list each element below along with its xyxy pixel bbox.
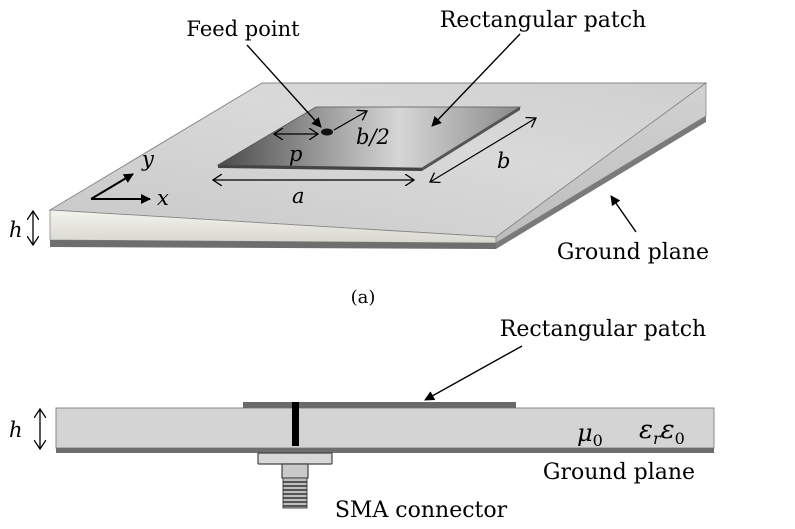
dim-p-label: p xyxy=(289,142,302,166)
epsilon-label: εrε0 xyxy=(639,415,685,448)
ground-label-b: Ground plane xyxy=(543,460,695,485)
height-label-b: h xyxy=(9,418,23,442)
feed-pin xyxy=(292,402,299,446)
sma-flange xyxy=(257,452,333,465)
dim-a-label: a xyxy=(292,184,305,208)
patch-label-a: Rectangular patch xyxy=(440,8,646,33)
dim-b-label: b xyxy=(497,149,510,173)
figure-b: Rectangular patch h μ0 εrε0 Ground xyxy=(9,317,715,523)
axis-y-arrow xyxy=(90,173,134,200)
feed-point-dot xyxy=(321,128,333,136)
sma-connector-label: SMA connector xyxy=(335,498,508,523)
feed-point-arrow xyxy=(246,44,322,128)
substrate-cross-section xyxy=(55,407,715,449)
patch-label-b: Rectangular patch xyxy=(500,317,706,342)
caption-a: (a) xyxy=(351,287,376,308)
ground-arrow-a xyxy=(610,195,637,233)
ground-plane-layer xyxy=(50,240,496,249)
dim-half-b-arrow xyxy=(333,111,367,131)
mu-zero-label: μ0 xyxy=(577,419,603,450)
ground-plane-side xyxy=(496,116,706,249)
height-label-a: h xyxy=(9,218,23,242)
rectangular-patch-cross-section xyxy=(243,402,516,408)
dim-half-b-label: b/2 xyxy=(356,125,390,149)
figure-a: Feed point Rectangular patch p b/2 b a y… xyxy=(9,8,709,308)
ground-label-a: Ground plane xyxy=(557,240,709,265)
patch-arrow-b xyxy=(424,345,523,401)
ground-plane-cross-section xyxy=(56,448,714,453)
axis-x-label: x xyxy=(157,186,169,210)
patch-arrow-a xyxy=(431,33,521,127)
dim-b-arrow xyxy=(430,118,536,182)
rectangular-patch-edge xyxy=(218,165,422,171)
sma-body xyxy=(281,463,309,479)
sma-thread xyxy=(282,477,308,509)
sma-thread-lines xyxy=(283,481,307,507)
feed-point-label: Feed point xyxy=(186,17,300,41)
axis-y-label: y xyxy=(141,147,155,171)
